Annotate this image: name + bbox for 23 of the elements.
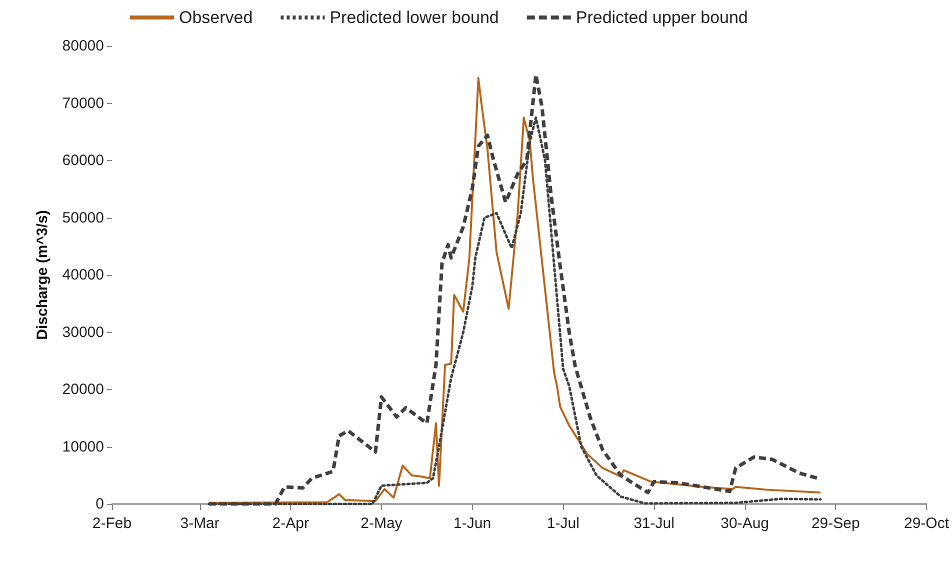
x-tick-label: 31-Jul bbox=[634, 515, 674, 532]
y-tick-label: 20000 bbox=[62, 381, 104, 398]
y-tick-label: 80000 bbox=[62, 38, 104, 54]
x-tick-label: 1-Jul bbox=[546, 515, 580, 532]
y-tick-label: 0 bbox=[96, 496, 104, 512]
x-tick-label: 29-Oct bbox=[904, 515, 950, 532]
y-axis-title: Discharge (m^3/s) bbox=[34, 210, 51, 340]
legend-label: Predicted upper bound bbox=[576, 8, 748, 27]
y-tick-label: 50000 bbox=[62, 209, 104, 226]
y-tick-label: 10000 bbox=[62, 438, 104, 456]
x-tick-label: 3-Mar bbox=[180, 515, 220, 532]
y-tick-label: 40000 bbox=[62, 266, 104, 284]
y-tick-label: 60000 bbox=[62, 152, 104, 169]
x-tick-label: 2-Apr bbox=[272, 515, 309, 532]
y-tick-label: 30000 bbox=[62, 324, 104, 341]
x-tick-label: 29-Sep bbox=[811, 515, 860, 532]
y-tick-label: 70000 bbox=[62, 94, 104, 112]
x-tick-label: 1-Jun bbox=[454, 515, 492, 532]
x-tick-label: 2-Feb bbox=[92, 515, 132, 532]
legend-label: Observed bbox=[179, 8, 253, 27]
x-tick-label: 2-May bbox=[360, 515, 403, 532]
legend-label: Predicted lower bound bbox=[330, 8, 499, 27]
x-tick-label: 30-Aug bbox=[720, 515, 770, 532]
